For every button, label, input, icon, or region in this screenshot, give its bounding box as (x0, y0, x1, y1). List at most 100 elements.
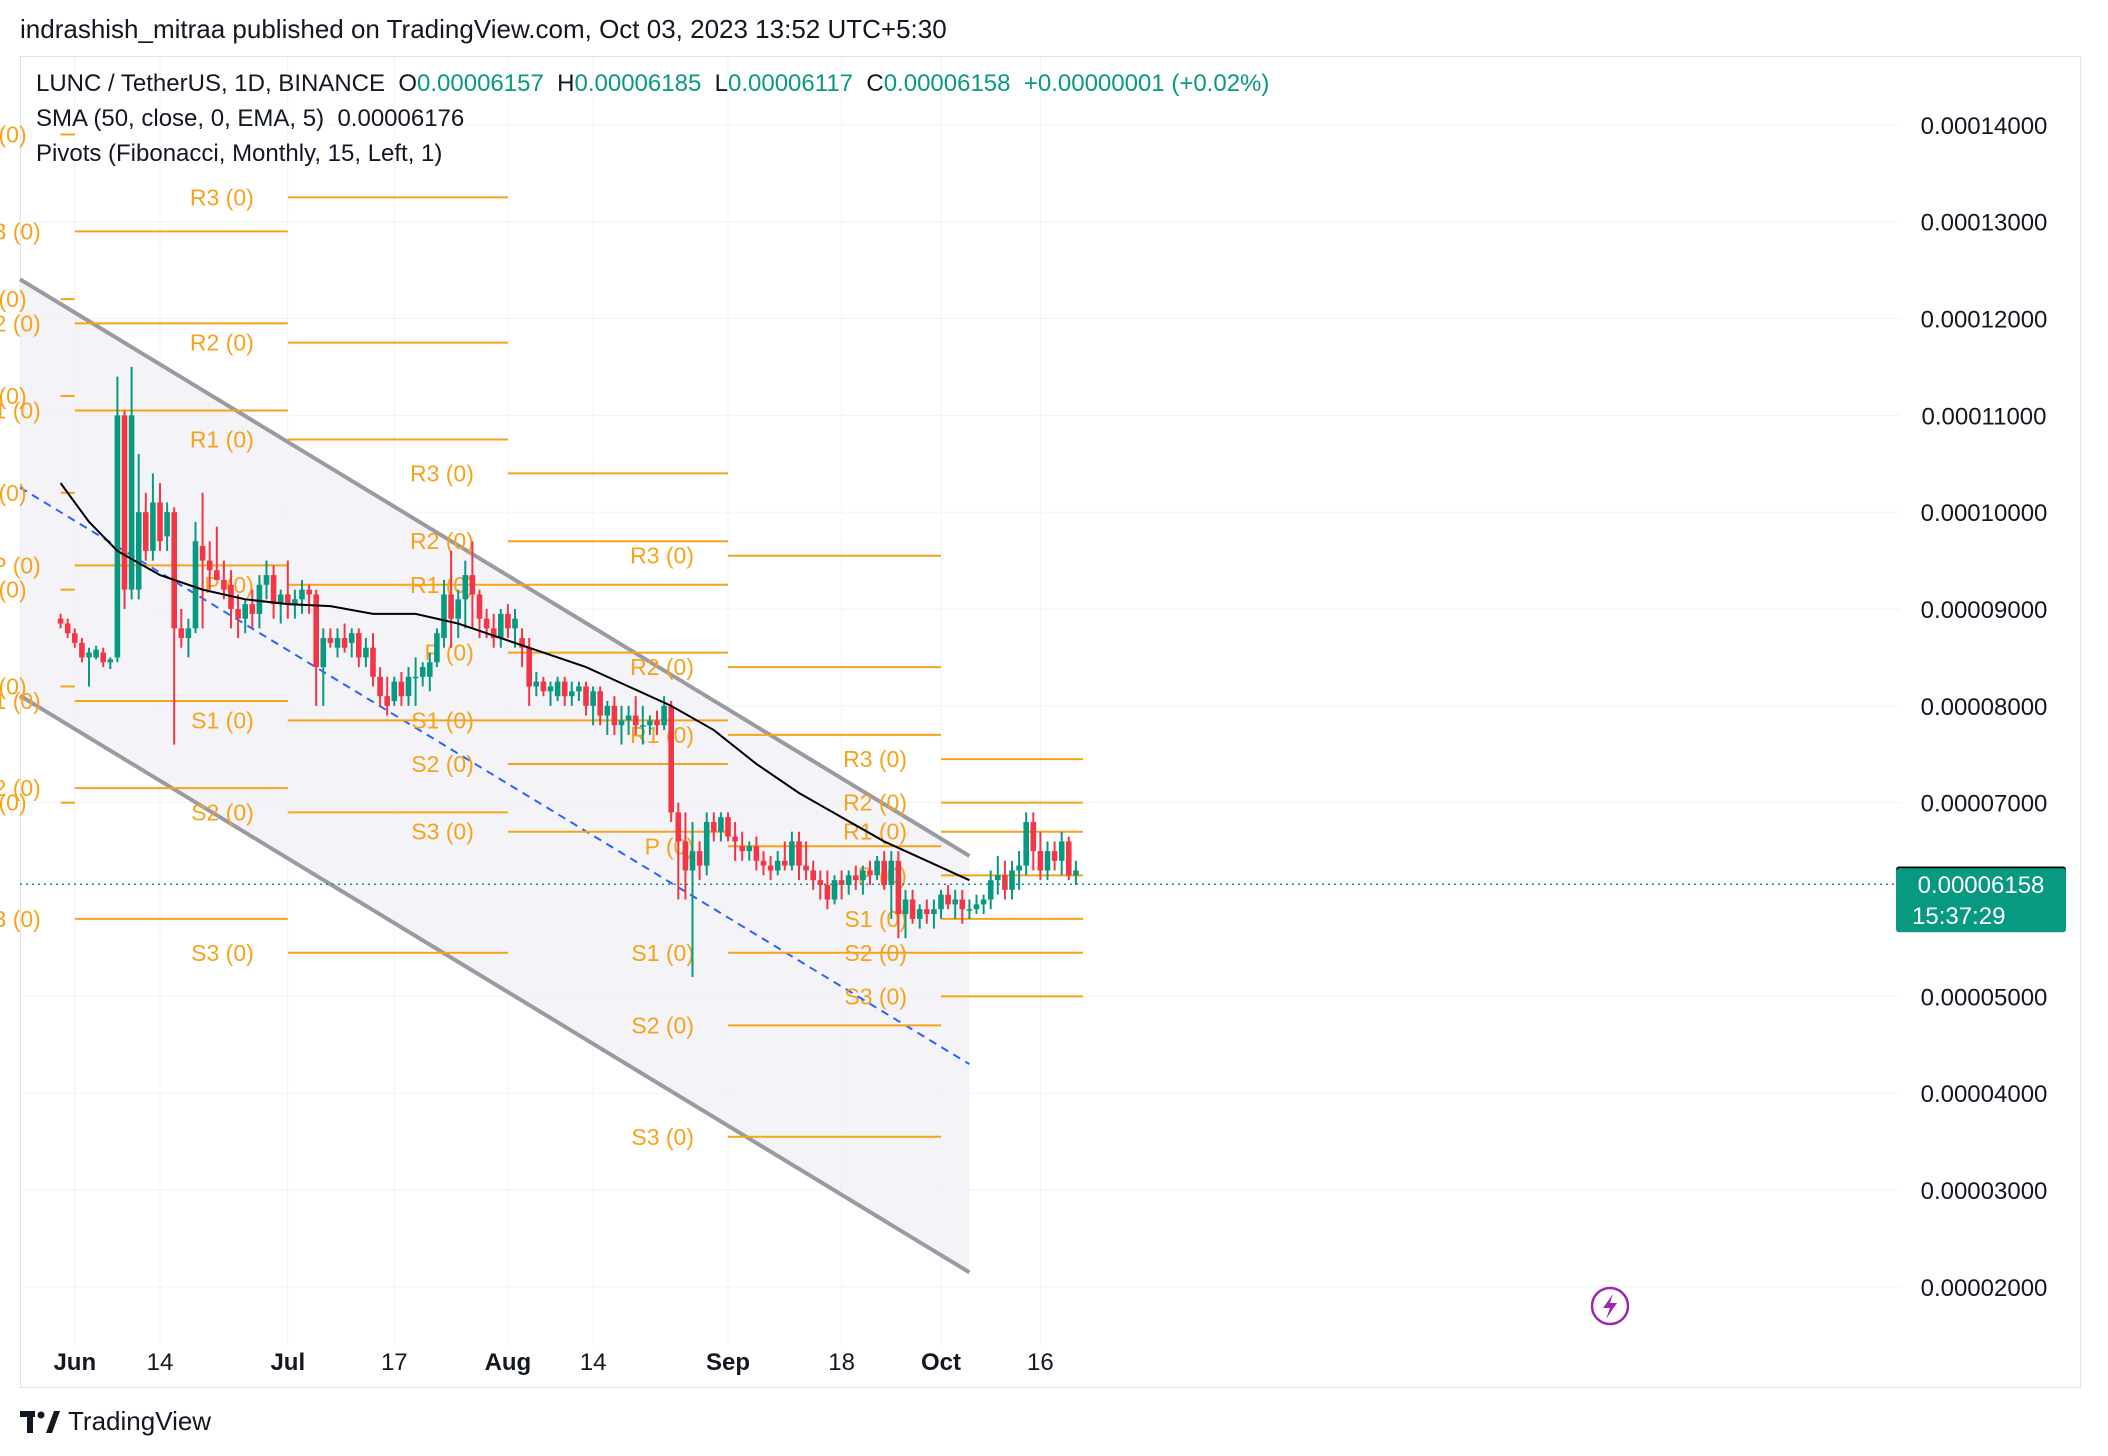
candle (803, 841, 809, 881)
candle (739, 831, 745, 861)
candle-body (199, 546, 206, 561)
legend-high-label: H (557, 70, 575, 97)
legend-change: +0.00000001 (+0.02%) (1023, 70, 1270, 97)
candle-body (916, 909, 923, 919)
candle-body (718, 817, 724, 832)
candle (966, 899, 973, 919)
candle (959, 889, 966, 924)
candle (277, 589, 284, 624)
candle (306, 584, 312, 614)
candle (881, 851, 887, 890)
candle-body (384, 696, 390, 706)
candle (547, 681, 554, 706)
legend-symbol: LUNC / TetherUS, 1D, BINANCE (36, 70, 385, 97)
pivot-label: R2 (0) (843, 790, 907, 816)
candle (199, 492, 206, 629)
candle-body (370, 647, 376, 677)
candle (1016, 851, 1022, 890)
candle (434, 628, 440, 668)
candle-body (867, 870, 873, 876)
candle-body (64, 623, 71, 634)
candle-body (938, 894, 944, 910)
legend-sma-row[interactable]: SMA (50, close, 0, EMA, 5) 0.00006176 (36, 105, 464, 133)
candle (427, 652, 433, 692)
candle (789, 831, 795, 871)
candle (945, 885, 951, 910)
candle-body (356, 633, 362, 658)
candle (448, 550, 454, 648)
candle (796, 831, 802, 881)
candle-body (554, 681, 561, 697)
candle (718, 812, 724, 842)
time-tick-label: 14 (580, 1349, 607, 1376)
candle (824, 870, 831, 910)
price-tick-label: 0.00005000 (1921, 984, 2048, 1011)
candle-body (498, 613, 504, 639)
time-tick-label: 14 (147, 1349, 174, 1376)
candle-body (618, 720, 625, 726)
candle-body (427, 662, 433, 677)
candle (178, 609, 185, 648)
price-channel (18, 277, 971, 1275)
candle-body (703, 822, 710, 866)
candle-body (114, 415, 121, 658)
candle-body (888, 860, 895, 885)
candle (235, 594, 241, 639)
candle-body (909, 899, 916, 919)
candle (519, 628, 525, 668)
candle (980, 894, 987, 915)
candle-body (632, 715, 639, 726)
lightning-icon-bolt (1603, 1294, 1617, 1319)
lightning-icon[interactable] (1590, 1286, 1630, 1326)
candle (86, 647, 92, 687)
time-tick-label: 17 (381, 1349, 408, 1376)
candle (512, 609, 518, 648)
candle (526, 638, 532, 706)
candle (782, 841, 788, 871)
candle-body (150, 502, 156, 551)
candle (611, 696, 618, 735)
candle-body (483, 618, 490, 629)
candle-body (959, 899, 966, 910)
candle-body (448, 594, 454, 619)
candle (632, 696, 639, 735)
candle (462, 560, 469, 629)
price-tick-label: 0.00007000 (1921, 791, 2048, 818)
candle-body (377, 676, 383, 697)
candle (356, 628, 362, 668)
candle (767, 855, 774, 881)
candle-body (476, 594, 483, 619)
candle-body (128, 415, 135, 590)
candle-body (405, 676, 412, 697)
legend-open-value: 0.00006157 (417, 70, 544, 97)
candle-body (682, 841, 689, 871)
candle (128, 366, 135, 600)
tradingview-logo[interactable]: TradingView (20, 1406, 211, 1437)
candle (902, 889, 909, 939)
time-tick-label: 18 (828, 1349, 855, 1376)
pivot-label: S2 (0) (844, 940, 907, 966)
pivot-label: S1 (0) (411, 707, 474, 733)
candle (817, 870, 824, 900)
candle (916, 904, 923, 929)
candle (391, 676, 398, 706)
candle (554, 676, 561, 701)
candle (540, 676, 547, 697)
candle-body (625, 715, 632, 721)
legend-pivots-row[interactable]: Pivots (Fibonacci, Monthly, 15, Left, 1) (36, 140, 442, 168)
candle-body (1051, 851, 1058, 861)
pivot-label: R1 (0) (0, 397, 41, 423)
candle-body (306, 589, 312, 595)
candle (1037, 831, 1044, 881)
candle (845, 870, 852, 895)
candle-body (725, 817, 731, 837)
pivot-label: S2 (0) (411, 751, 474, 777)
candle (682, 812, 689, 900)
last-price-badge (1896, 868, 2066, 933)
candle (320, 628, 327, 706)
candle-body (320, 638, 327, 668)
candle-body (249, 604, 256, 614)
candle-body (845, 875, 852, 885)
candle-body (611, 705, 618, 726)
